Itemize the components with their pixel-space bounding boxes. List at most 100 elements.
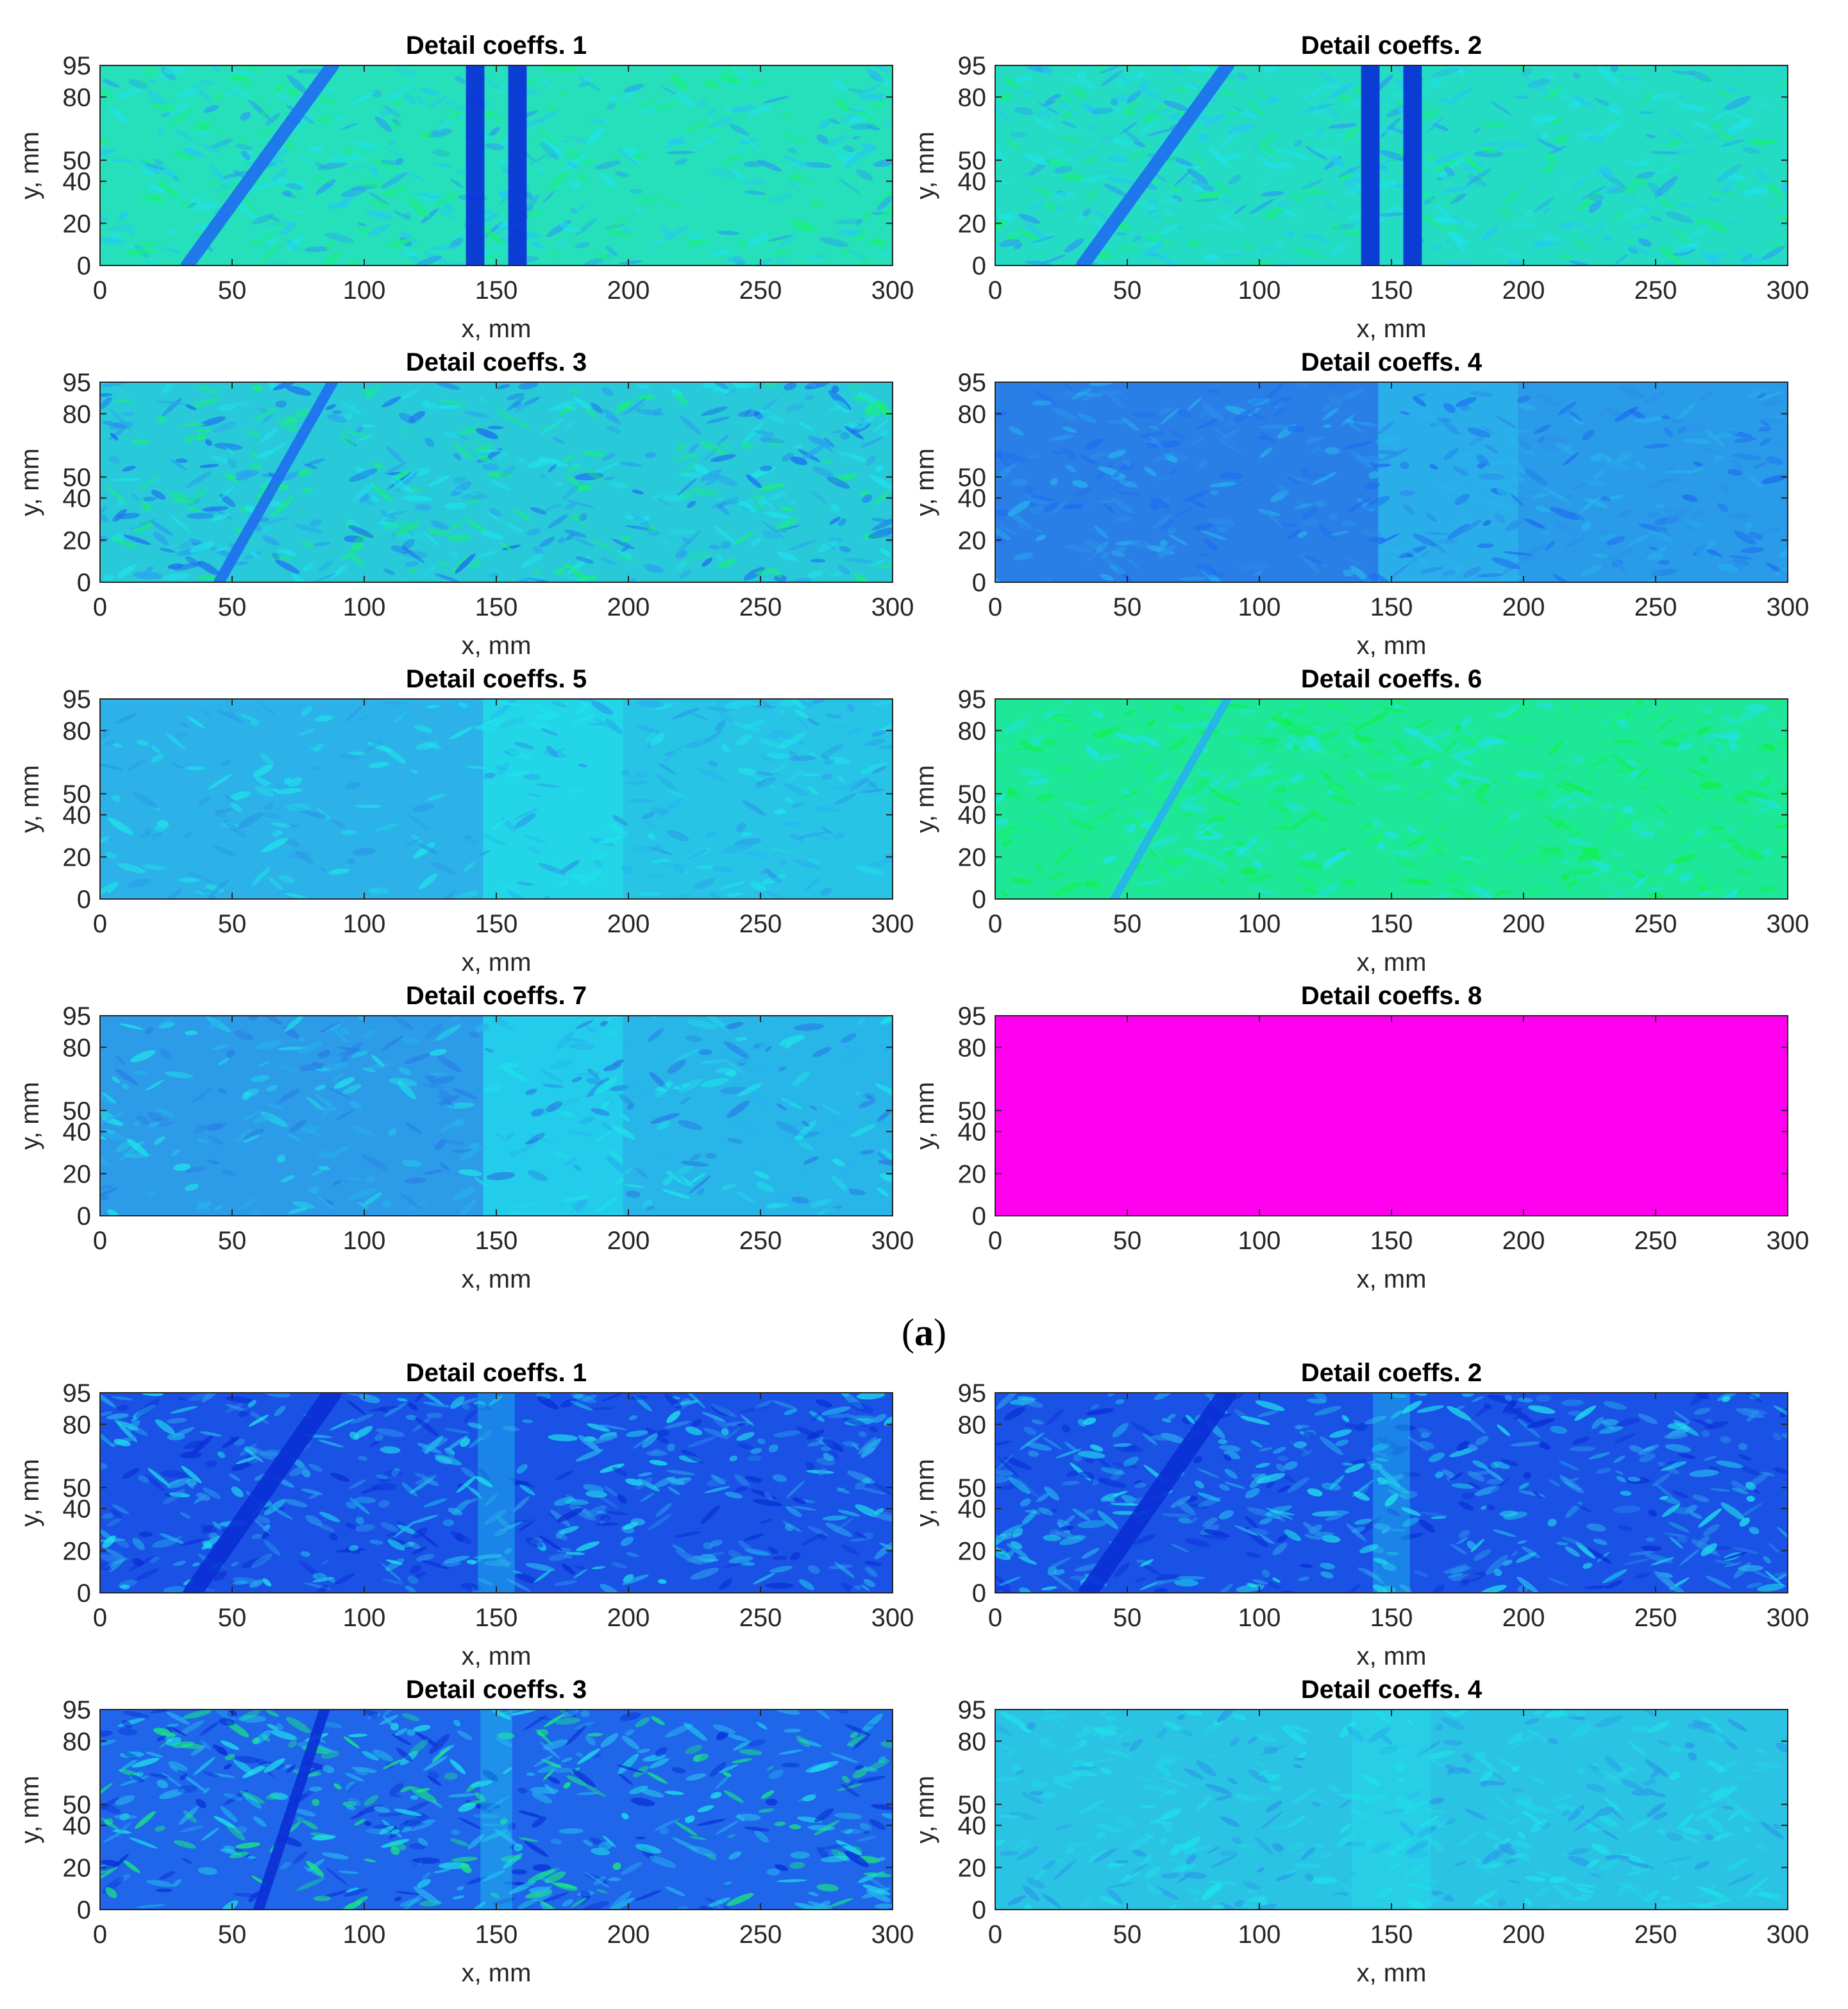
texture-mark [1613, 1455, 1625, 1463]
texture-mark [1702, 75, 1713, 85]
texture-mark [789, 834, 805, 841]
texture-mark [1254, 769, 1274, 777]
texture-mark [873, 99, 887, 109]
texture-mark [390, 545, 410, 554]
texture-mark [1756, 805, 1770, 814]
texture-mark [690, 1154, 701, 1161]
texture-mark [423, 1498, 448, 1508]
texture-mark [1695, 828, 1706, 837]
texture-mark [1174, 164, 1205, 169]
texture-mark [995, 1551, 1011, 1560]
texture-mark [1670, 137, 1684, 147]
texture-mark [294, 524, 323, 534]
x-tick-label: 50 [1113, 910, 1142, 938]
texture-mark [528, 1170, 548, 1182]
texture-mark [709, 544, 721, 550]
texture-mark [260, 753, 274, 766]
texture-mark [1252, 1579, 1269, 1585]
texture-mark [1738, 1565, 1764, 1572]
texture-mark [637, 394, 655, 400]
texture-mark [317, 115, 334, 123]
texture-mark [786, 180, 801, 191]
texture-mark [340, 830, 357, 834]
texture-mark [1197, 778, 1207, 785]
texture-mark [1672, 1490, 1689, 1499]
texture-mark [381, 1562, 403, 1583]
texture-mark [995, 525, 1011, 541]
texture-mark [1669, 169, 1679, 176]
texture-mark [812, 466, 834, 478]
texture-mark [1028, 1450, 1039, 1457]
texture-mark [716, 553, 724, 561]
texture-mark [1645, 802, 1661, 818]
texture-mark [1134, 1534, 1156, 1545]
texture-mark [774, 575, 787, 582]
texture-mark [1636, 766, 1651, 779]
texture-mark [594, 253, 611, 260]
texture-mark [704, 1486, 731, 1493]
texture-mark [207, 1159, 219, 1164]
texture-mark [255, 786, 274, 797]
texture-mark [1354, 737, 1377, 741]
texture-mark [1065, 464, 1077, 473]
texture-mark [799, 1579, 815, 1590]
texture-mark [1120, 789, 1140, 800]
texture-mark [1043, 159, 1073, 167]
texture-mark [850, 1585, 861, 1593]
texture-mark [1669, 419, 1684, 424]
texture-mark [837, 1055, 858, 1061]
texture-mark [1053, 1569, 1065, 1576]
texture-mark [285, 183, 303, 190]
texture-mark [1714, 429, 1740, 439]
texture-mark [136, 70, 160, 88]
x-tick-label: 250 [1634, 910, 1677, 938]
texture-mark [417, 1838, 428, 1846]
texture-mark [1372, 464, 1391, 467]
texture-mark [1409, 756, 1432, 766]
texture-mark [507, 770, 532, 777]
texture-mark [428, 475, 450, 487]
texture-mark [426, 1413, 442, 1418]
texture-mark [1566, 878, 1578, 889]
texture-mark [784, 156, 812, 168]
texture-mark [857, 392, 878, 404]
texture-mark [565, 575, 584, 582]
texture-mark [1780, 190, 1788, 198]
texture-mark [610, 1897, 635, 1910]
texture-mark [374, 1434, 383, 1442]
x-tick-label: 0 [93, 593, 107, 621]
y-tick-label: 50 [63, 464, 92, 492]
texture-mark [1470, 458, 1490, 465]
texture-mark [1651, 554, 1665, 560]
texture-mark [1311, 147, 1341, 156]
texture-mark [1698, 781, 1723, 789]
texture-mark [477, 551, 498, 558]
texture-mark [1654, 507, 1682, 513]
texture-mark [722, 156, 742, 162]
texture-mark [1168, 856, 1188, 866]
texture-mark [1514, 771, 1544, 779]
texture-mark [875, 465, 884, 473]
texture-mark [723, 1058, 744, 1073]
texture-mark [734, 1037, 748, 1041]
texture-mark [262, 414, 273, 423]
texture-mark [1718, 174, 1746, 180]
texture-mark [654, 844, 664, 852]
texture-mark [674, 1531, 701, 1538]
texture-mark [625, 1190, 641, 1198]
texture-mark [196, 433, 206, 441]
y-tick-label: 80 [958, 1411, 987, 1439]
texture-mark [802, 1533, 824, 1545]
texture-mark [249, 1212, 260, 1216]
texture-mark [1184, 1538, 1210, 1547]
texture-mark [1289, 773, 1304, 783]
texture-mark [1649, 705, 1666, 721]
texture-mark [131, 1758, 160, 1768]
texture-mark [1201, 530, 1227, 540]
texture-mark [346, 864, 361, 879]
texture-mark [1734, 846, 1749, 859]
texture-mark [466, 1559, 477, 1565]
texture-mark [768, 1444, 778, 1452]
texture-mark [500, 1818, 508, 1825]
